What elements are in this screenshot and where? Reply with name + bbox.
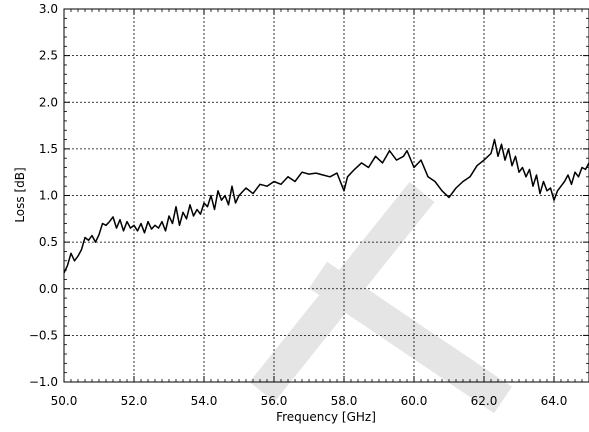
- x-tick-label: 56.0: [261, 394, 288, 408]
- x-axis-label: Frequency [GHz]: [276, 410, 376, 424]
- y-tick-label: −1.0: [29, 375, 58, 389]
- x-tick-label: 52.0: [121, 394, 148, 408]
- y-tick-label: 1.0: [39, 189, 58, 203]
- y-tick-label: 0.5: [39, 235, 58, 249]
- y-tick-label: 2.0: [39, 95, 58, 109]
- x-tick-label: 54.0: [191, 394, 218, 408]
- x-tick-label: 64.0: [541, 394, 568, 408]
- loss-series-line: [63, 138, 589, 274]
- x-tick-label: 60.0: [401, 394, 428, 408]
- y-tick-label: 0.0: [39, 282, 58, 296]
- x-tick-label: 58.0: [331, 394, 358, 408]
- y-tick-label: 2.5: [39, 49, 58, 63]
- x-tick-label: 62.0: [471, 394, 498, 408]
- axis-ticks: 50.0 52.0 54.0 56.0 58.0 60.0 62.0 64.0 3.0 2.5 2.…: [29, 2, 589, 408]
- grid: [64, 9, 589, 382]
- y-tick-label: 3.0: [39, 2, 58, 16]
- watermark-y: [249, 182, 512, 414]
- x-tick-label: 50.0: [51, 394, 78, 408]
- y-axis-label: Loss [dB]: [13, 167, 27, 222]
- y-tick-label: −0.5: [29, 328, 58, 342]
- y-tick-label: 1.5: [39, 142, 58, 156]
